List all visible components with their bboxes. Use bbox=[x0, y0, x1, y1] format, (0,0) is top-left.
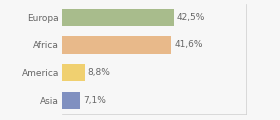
Bar bbox=[62, 92, 80, 109]
Text: 8,8%: 8,8% bbox=[87, 68, 110, 77]
Text: 42,5%: 42,5% bbox=[176, 13, 205, 22]
Bar bbox=[62, 64, 85, 81]
Text: 41,6%: 41,6% bbox=[174, 41, 202, 49]
Bar bbox=[62, 9, 174, 26]
Bar bbox=[62, 36, 171, 54]
Text: 7,1%: 7,1% bbox=[83, 96, 106, 105]
